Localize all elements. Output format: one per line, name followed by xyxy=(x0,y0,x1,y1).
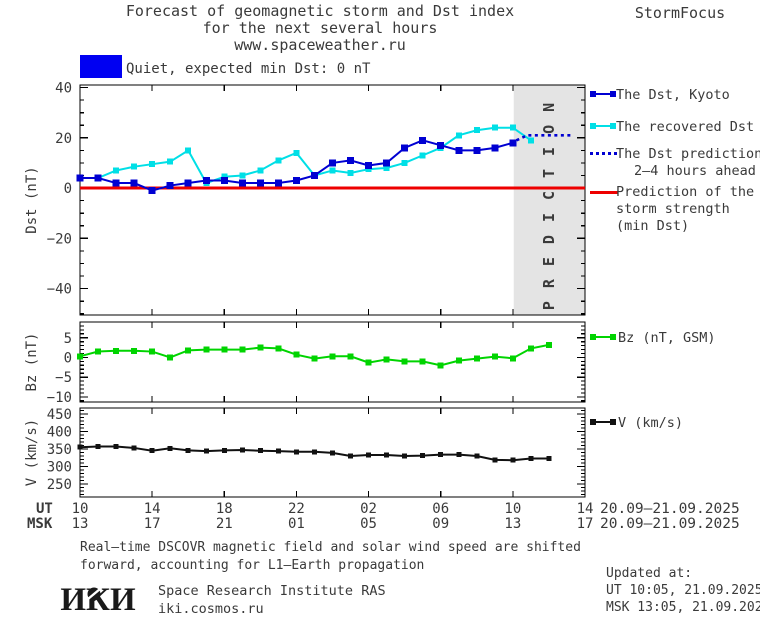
v-axis-title: V (km/s) xyxy=(24,419,40,486)
footnote-line2: forward, accounting for L1–Earth propaga… xyxy=(80,558,425,573)
bz-ytick-label: −10 xyxy=(47,390,72,406)
legend-bz: Bz (nT, GSM) xyxy=(618,330,716,346)
bz-ytick-label: −5 xyxy=(55,370,72,386)
iki-logo: ИКИ xyxy=(60,582,136,618)
xtick-label: 10 xyxy=(504,501,522,517)
dst-axis-title: Dst (nT) xyxy=(24,166,40,233)
v-ytick-label: 350 xyxy=(47,442,72,458)
dst-frame xyxy=(79,84,586,316)
recovered-dst-swatch xyxy=(590,123,616,129)
xaxis-ut-row: UT 20.09–21.09.2025 10 14 18 22 02 06 10 14 xyxy=(0,501,760,517)
xtick-label: 17 xyxy=(143,516,161,532)
page-title: Forecast of geomagnetic storm and Dst in… xyxy=(20,3,620,54)
forecast-charts: PREDICTION 40 20 0 −20 −40 Dst (nT) 5 0 −5 −10 Bz (… xyxy=(24,81,586,498)
institute-site[interactable]: iki.cosmos.ru xyxy=(158,601,264,617)
xtick-label: 22 xyxy=(287,501,305,517)
bz-axis-title: Bz (nT) xyxy=(24,332,40,391)
v-ytick-label: 450 xyxy=(47,407,72,423)
legend-storm-strength-line3: (min Dst) xyxy=(616,218,690,234)
legend-v: V (km/s) xyxy=(618,415,684,431)
ut-daterange: 20.09–21.09.2025 xyxy=(600,501,740,517)
xaxis-msk-row: MSK 20.09–21.09.2025 13 17 21 01 05 09 13 17 xyxy=(0,516,760,532)
xtick-label: 13 xyxy=(71,516,89,532)
legend-dst-prediction-line2: 2–4 hours ahead xyxy=(634,163,756,179)
xtick-label: 13 xyxy=(504,516,522,532)
bz-ticks xyxy=(79,321,586,402)
legend-dst-kyoto: The Dst, Kyoto xyxy=(616,87,730,103)
xtick-label: 02 xyxy=(360,501,377,517)
footnote: Real–time DSCOVR magnetic field and sola… xyxy=(80,539,581,575)
storm-strength-swatch xyxy=(590,191,618,194)
dst-panel: PREDICTION 40 20 0 −20 −40 Dst (nT) xyxy=(24,81,586,316)
dst-prediction-swatch xyxy=(590,152,617,155)
xtick-label: 09 xyxy=(432,516,450,532)
bz-ytick-label: 0 xyxy=(64,350,72,366)
bz-panel: 5 0 −5 −10 Bz (nT) xyxy=(24,321,586,406)
updated-at-title: Updated at: xyxy=(606,566,693,581)
solar-wind-speed-markers xyxy=(77,444,552,463)
prediction-band-label: PREDICTION xyxy=(540,90,558,310)
bz-swatch xyxy=(590,334,616,340)
brand-stormfocus: StormFocus xyxy=(634,4,726,22)
v-ticks xyxy=(79,408,586,497)
dst-ytick-label: 20 xyxy=(55,131,72,147)
dst-ytick-label: −20 xyxy=(47,231,72,247)
updated-at-ut: UT 10:05, 21.09.2025 xyxy=(606,583,760,598)
iki-logo-slash xyxy=(87,588,101,600)
dst-kyoto-markers xyxy=(76,136,517,195)
v-ytick-label: 250 xyxy=(47,477,72,493)
title-line-1: Forecast of geomagnetic storm and Dst in… xyxy=(125,2,515,20)
ut-row-header: UT xyxy=(36,501,53,517)
dst-ytick-label: −40 xyxy=(47,282,72,298)
xtick-label: 01 xyxy=(287,516,305,532)
legend-storm-strength-line1: Prediction of the xyxy=(616,184,755,200)
xtick-label: 18 xyxy=(215,501,233,517)
v-ytick-label: 400 xyxy=(47,424,72,440)
msk-daterange: 20.09–21.09.2025 xyxy=(600,516,740,532)
iki-logo-text: ИКИ xyxy=(60,582,136,618)
updated-at-msk: MSK 13:05, 21.09.2025 xyxy=(606,600,760,615)
xtick-label: 14 xyxy=(576,501,594,517)
title-line-2: for the next several hours xyxy=(202,19,438,37)
footnote-line1: Real–time DSCOVR magnetic field and sola… xyxy=(80,540,581,555)
bz-frame xyxy=(79,321,586,403)
bz-gsm-line xyxy=(79,343,550,367)
legend-storm-strength-line2: storm strength xyxy=(616,201,730,217)
dst-ticks xyxy=(79,85,586,315)
v-swatch xyxy=(590,419,616,425)
prediction-band xyxy=(513,85,585,315)
msk-row-header: MSK xyxy=(27,516,53,532)
storm-level-color-box xyxy=(80,55,122,78)
xtick-label: 21 xyxy=(215,516,233,532)
storm-level-label: Quiet, expected min Dst: 0 nT xyxy=(126,61,371,77)
legend-dst-prediction-line1: The Dst prediction xyxy=(616,146,760,162)
bz-ytick-label: 5 xyxy=(64,331,72,347)
institute-name: Space Research Institute RAS xyxy=(158,583,386,599)
xtick-label: 14 xyxy=(143,501,161,517)
dst-ytick-label: 40 xyxy=(55,81,72,97)
v-ytick-label: 300 xyxy=(47,460,72,476)
bz-gsm-markers xyxy=(77,341,552,369)
xtick-label: 10 xyxy=(71,501,89,517)
site-url[interactable]: www.spaceweather.ru xyxy=(234,36,406,54)
dst-ytick-label: 0 xyxy=(64,181,72,197)
dst-prediction-line xyxy=(515,133,573,142)
legend-recovered-dst: The recovered Dst xyxy=(616,119,755,135)
xtick-label: 05 xyxy=(360,516,377,532)
xtick-label: 17 xyxy=(576,516,594,532)
dst-kyoto-swatch xyxy=(590,91,616,97)
xtick-label: 06 xyxy=(432,501,450,517)
recovered-dst-line xyxy=(80,126,532,185)
